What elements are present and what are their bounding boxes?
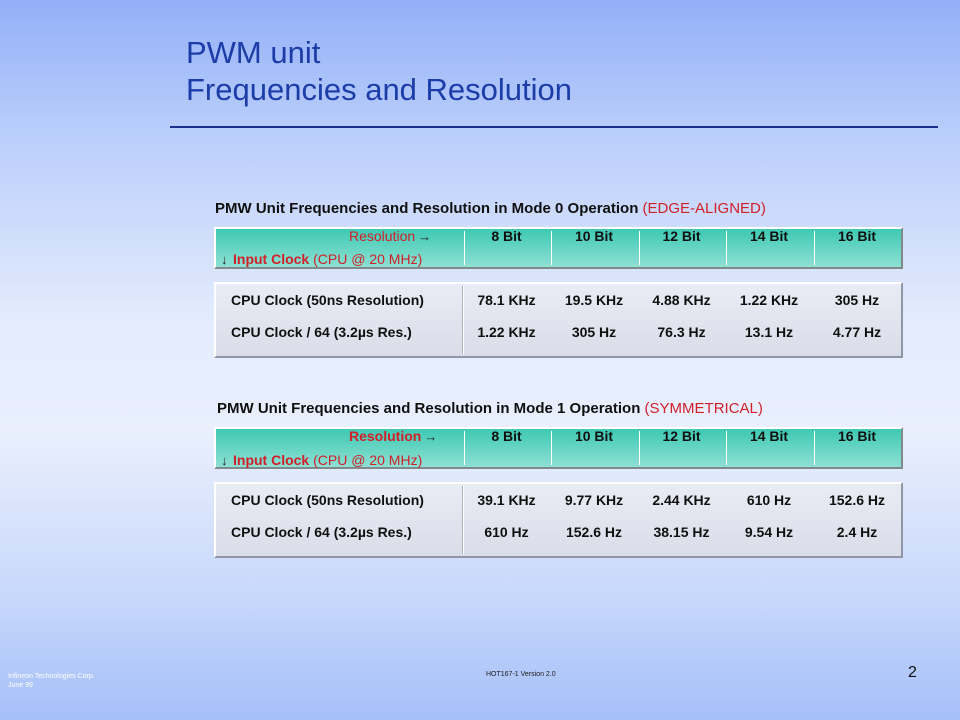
footer-company: Infineon Technologies Corp. June 99 (8, 673, 95, 689)
table-cell: 38.15 Hz (653, 524, 710, 540)
slide-title: PWM unit Frequencies and Resolution (186, 34, 572, 108)
table-cell: 4.77 Hz (832, 324, 882, 340)
table-cell: 610 Hz (746, 492, 792, 508)
table-cell: 2.4 Hz (836, 524, 878, 540)
input-clock-label: Input Clock (CPU @ 20 MHz) (233, 251, 423, 267)
column-header: 12 Bit (662, 228, 701, 244)
table-cell: 78.1 KHz (477, 292, 536, 308)
arrow-down-icon: ↓ (221, 252, 228, 267)
table-cell: 1.22 KHz (477, 324, 536, 340)
arrow-down-icon: ↓ (221, 453, 228, 468)
table-heading-text: PMW Unit Frequencies and Resolution in M… (215, 200, 643, 217)
table-cell: 9.54 Hz (744, 524, 794, 540)
row-label: CPU Clock / 64 (3.2µs Res.) (231, 524, 412, 540)
column-header: 12 Bit (662, 428, 701, 444)
column-header: 10 Bit (574, 228, 614, 244)
table-cell: 39.1 KHz (477, 492, 536, 508)
column-header: 14 Bit (749, 428, 789, 444)
table-cell: 19.5 KHz (564, 292, 624, 308)
arrow-right-icon: → (418, 229, 432, 244)
table-cell: 76.3 Hz (657, 324, 706, 340)
table-cell: 9.77 KHz (564, 492, 624, 508)
row-label: CPU Clock / 64 (3.2µs Res.) (231, 324, 412, 340)
column-header: 8 Bit (491, 428, 522, 444)
footer-version: HOT167-1 Version 2.0 (486, 671, 556, 678)
title-divider (170, 126, 938, 128)
resolution-label: Resolution → (349, 228, 432, 244)
table-heading-accent: (EDGE-ALIGNED) (642, 200, 766, 217)
column-header: 16 Bit (837, 428, 877, 444)
column-header: 16 Bit (837, 228, 877, 244)
table-cell: 610 Hz (484, 524, 529, 540)
table-cell: 152.6 Hz (565, 524, 623, 540)
table-cell: 305 Hz (834, 292, 880, 308)
table-cell: 152.6 Hz (828, 492, 886, 508)
resolution-label: Resolution → (349, 428, 438, 444)
table-heading-accent: (SYMMETRICAL) (644, 400, 763, 417)
column-header: 14 Bit (749, 228, 789, 244)
table-heading-mode0: PMW Unit Frequencies and Resolution in M… (215, 200, 766, 217)
row-label: CPU Clock (50ns Resolution) (231, 292, 424, 308)
input-clock-label: Input Clock (CPU @ 20 MHz) (233, 452, 423, 468)
row-label: CPU Clock (50ns Resolution) (231, 492, 424, 508)
table-cell: 305 Hz (571, 324, 617, 340)
table-body (214, 482, 903, 558)
table-heading-text: PMW Unit Frequencies and Resolution in M… (217, 400, 645, 417)
footer-date: June 99 (8, 682, 33, 689)
table-heading-mode1: PMW Unit Frequencies and Resolution in M… (217, 400, 763, 417)
table-cell: 4.88 KHz (652, 292, 711, 308)
column-header: 10 Bit (574, 428, 614, 444)
table-cell: 1.22 KHz (739, 292, 799, 308)
table-body (214, 282, 903, 358)
arrow-right-icon: → (424, 429, 438, 444)
title-line-2: Frequencies and Resolution (186, 72, 573, 107)
table-header-bar (214, 427, 903, 469)
table-cell: 2.44 KHz (652, 492, 711, 508)
table-header-bar (214, 227, 903, 269)
title-line-1: PWM unit (186, 35, 321, 70)
page-number: 2 (908, 664, 917, 681)
column-header: 8 Bit (491, 228, 522, 244)
table-cell: 13.1 Hz (744, 324, 794, 340)
